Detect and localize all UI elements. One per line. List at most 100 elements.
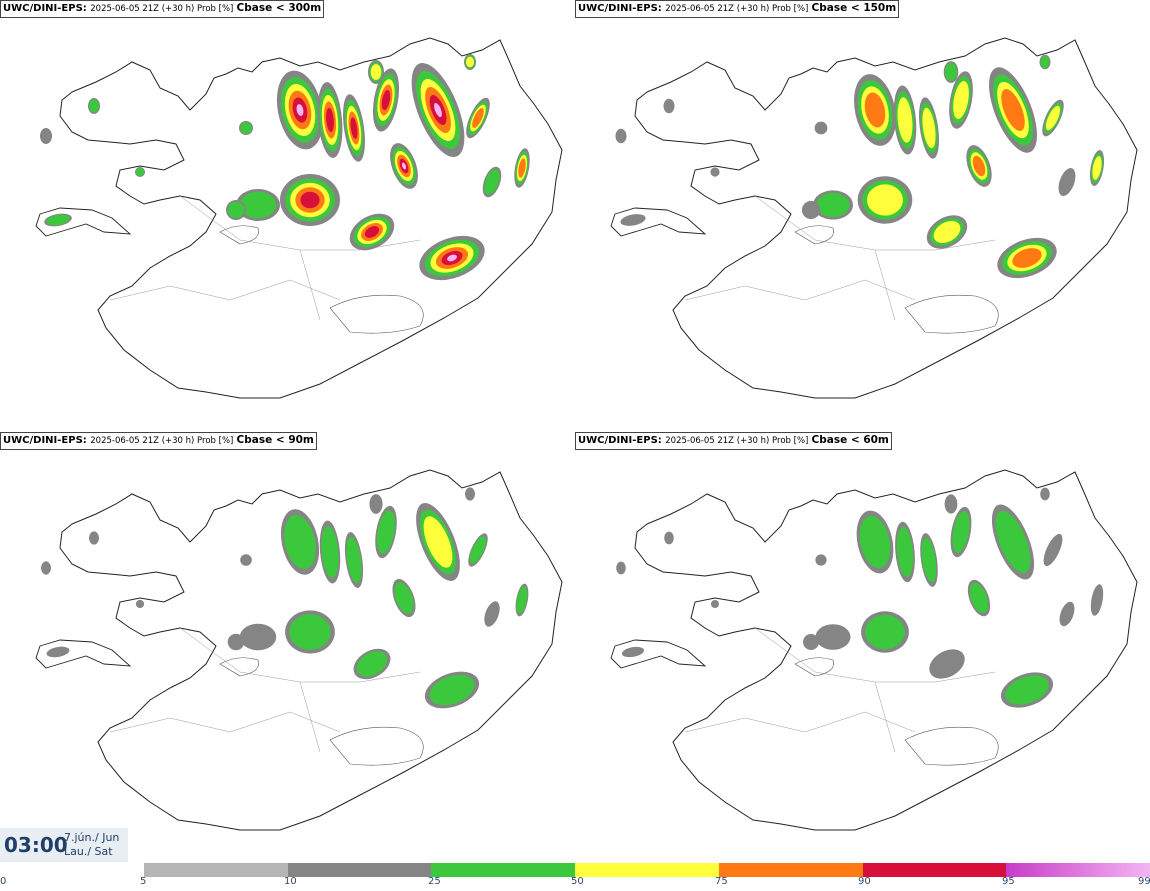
prob-blob (1058, 168, 1076, 196)
prob-blob (943, 61, 959, 83)
valid-date-line2: Lau./ Sat (64, 845, 113, 858)
prob-blob (515, 583, 529, 617)
model-name: UWC/DINI-EPS (3, 435, 83, 446)
prob-blob (276, 70, 324, 150)
prob-blob (1090, 584, 1104, 616)
prob-blob (1042, 99, 1064, 137)
prob-blob (815, 624, 851, 650)
map-canvas (35, 37, 563, 399)
run-info: 2025-06-05 21Z (+30 h) Prob [%] (90, 4, 234, 14)
model-name: UWC/DINI-EPS (3, 3, 83, 14)
valid-time: 03:00 (4, 833, 68, 857)
prob-blob (989, 67, 1037, 153)
prob-blob (967, 579, 991, 617)
map-panel: UWC/DINI-EPS: 2025-06-05 21Z (+30 h) Pro… (575, 432, 1150, 862)
colorbar-tick-label: 50 (571, 876, 584, 887)
colorbar-segment (431, 863, 576, 877)
prob-blob (856, 510, 894, 574)
run-info: 2025-06-05 21Z (+30 h) Prob [%] (665, 436, 809, 446)
colorbar-ticks: 0 5 10 25 50 75 90 95 99 (0, 876, 1150, 890)
colorbar-segment (575, 863, 720, 877)
colorbar-segment (718, 863, 864, 877)
colorbar-tick-label: 0 (0, 876, 7, 887)
prob-blob (663, 98, 675, 114)
prob-blob (803, 634, 819, 650)
prob-blob (464, 54, 476, 70)
prob-blob (465, 487, 475, 501)
prob-blob (135, 599, 145, 609)
prob-blob (966, 145, 992, 187)
prob-blob (468, 533, 488, 567)
prob-blob (317, 82, 343, 158)
prob-blob (89, 531, 99, 545)
prob-blob (44, 213, 72, 227)
prob-blob (372, 68, 400, 132)
valid-time-box: 03:00 7.jún./ Jun Lau./ Sat (0, 828, 128, 862)
ice-cap-outline-2 (794, 657, 834, 677)
prob-blob (40, 128, 52, 144)
prob-blob (944, 494, 958, 514)
panel-title: UWC/DINI-EPS: 2025-06-05 21Z (+30 h) Pro… (0, 432, 317, 450)
prob-blob (814, 121, 828, 135)
prob-blob (997, 237, 1057, 279)
probability-colorbar (144, 863, 1150, 877)
prob-blob (950, 506, 972, 558)
prob-blob (711, 600, 719, 608)
threshold-label: Cbase < 150m (811, 2, 897, 14)
prob-blob (991, 504, 1035, 580)
colorbar-tick-label: 75 (715, 876, 728, 887)
prob-blob (1039, 54, 1051, 70)
colorbar-tick-label: 10 (284, 876, 297, 887)
prob-blob (664, 531, 674, 545)
prob-blob (929, 649, 965, 679)
prob-blob (621, 646, 645, 658)
prob-blob (416, 503, 460, 581)
prob-blob (88, 98, 100, 114)
prob-blob (616, 561, 626, 575)
prob-blob (893, 85, 917, 155)
colorbar-segment (1006, 863, 1150, 877)
road-lines (109, 627, 421, 753)
prob-blob (813, 190, 853, 220)
ice-cap-outline (329, 294, 424, 334)
prob-blob (949, 71, 973, 129)
map-canvas (610, 469, 1138, 831)
prob-blob (369, 494, 383, 514)
prob-blob (227, 633, 245, 651)
ice-cap-outline-2 (794, 225, 834, 245)
map-canvas (35, 469, 563, 831)
prob-blob (280, 509, 320, 575)
prob-blob (1089, 150, 1105, 186)
colorbar-tick-label: 99 (1138, 876, 1150, 887)
road-lines (684, 195, 996, 321)
prob-blob (353, 648, 391, 680)
prob-blob (46, 646, 70, 658)
prob-blob (419, 235, 485, 281)
run-info: 2025-06-05 21Z (+30 h) Prob [%] (665, 4, 809, 14)
prob-blob (135, 167, 145, 177)
panel-title: UWC/DINI-EPS: 2025-06-05 21Z (+30 h) Pro… (575, 432, 892, 450)
prob-blob (240, 554, 252, 566)
colorbar-tick-label: 95 (1002, 876, 1015, 887)
prob-blob (424, 671, 480, 709)
prob-blob (710, 167, 720, 177)
threshold-label: Cbase < 90m (236, 434, 314, 446)
ice-cap-outline (904, 726, 999, 766)
prob-blob (236, 189, 280, 221)
prob-blob (801, 200, 821, 220)
map-panel: UWC/DINI-EPS: 2025-06-05 21Z (+30 h) Pro… (0, 0, 575, 430)
prob-blob (926, 215, 968, 249)
colorbar-tick-label: 5 (140, 876, 147, 887)
map-panel: UWC/DINI-EPS: 2025-06-05 21Z (+30 h) Pro… (575, 0, 1150, 430)
prob-blob (343, 94, 365, 162)
road-lines (109, 195, 421, 321)
ice-cap-outline (329, 726, 424, 766)
prob-blob (1059, 601, 1075, 627)
map-panel: UWC/DINI-EPS: 2025-06-05 21Z (+30 h) Pro… (0, 432, 575, 862)
panel-title: UWC/DINI-EPS: 2025-06-05 21Z (+30 h) Pro… (575, 0, 900, 18)
model-name: UWC/DINI-EPS (578, 3, 658, 14)
prob-blob (895, 521, 915, 583)
colorbar-segment (144, 863, 289, 877)
road-lines (684, 627, 996, 753)
prob-blob (319, 520, 341, 584)
